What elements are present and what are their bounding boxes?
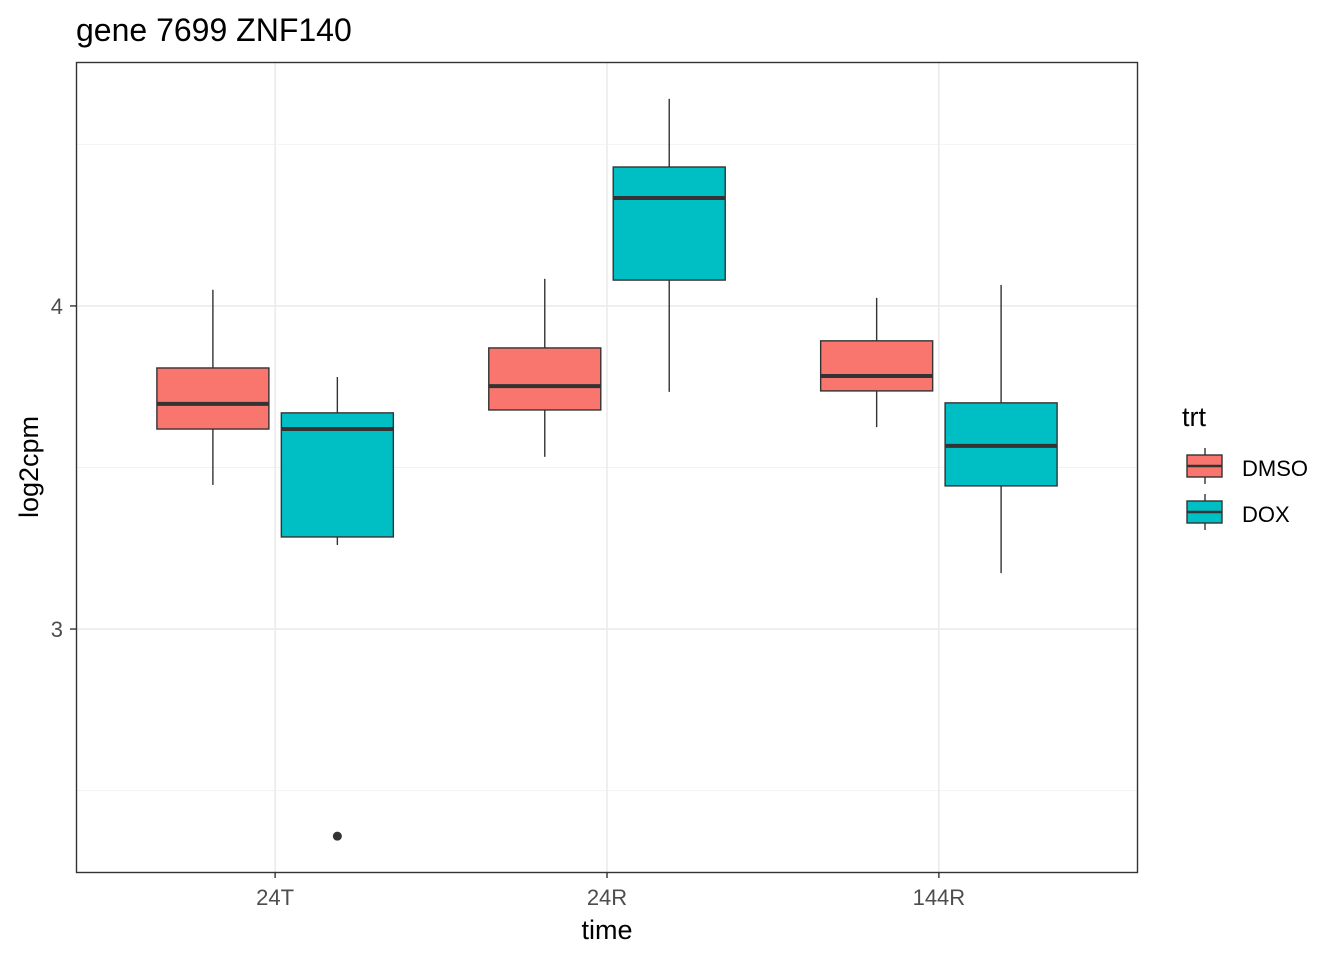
box-dox-144r bbox=[944, 284, 1058, 574]
y-axis-label: log2cpm bbox=[14, 416, 44, 518]
box-dox-24t bbox=[280, 377, 395, 841]
box-dmso-24t bbox=[156, 289, 270, 485]
box-iqr bbox=[280, 412, 395, 538]
y-tick-label: 4 bbox=[51, 294, 63, 319]
legend: trt DMSO DOX bbox=[1182, 402, 1308, 530]
box-dmso-24r bbox=[488, 278, 602, 457]
outlier-point bbox=[332, 831, 342, 841]
x-tick-label: 24T bbox=[256, 885, 294, 910]
boxes bbox=[156, 98, 1058, 841]
legend-label: DOX bbox=[1242, 502, 1290, 527]
axes: 3 4 24T 24R 144R bbox=[51, 294, 965, 910]
x-tick-label: 144R bbox=[913, 885, 966, 910]
grid bbox=[76, 62, 1138, 872]
box-dmso-144r bbox=[819, 297, 934, 428]
box-iqr bbox=[819, 340, 934, 392]
x-tick-label: 24R bbox=[587, 885, 627, 910]
box-dox-24r bbox=[612, 98, 726, 392]
x-axis-label: time bbox=[581, 915, 632, 945]
legend-item-dox: DOX bbox=[1186, 494, 1290, 530]
box-iqr bbox=[156, 367, 270, 430]
legend-label: DMSO bbox=[1242, 456, 1308, 481]
y-tick-label: 3 bbox=[51, 617, 63, 642]
legend-title: trt bbox=[1182, 402, 1206, 432]
box-iqr bbox=[488, 347, 602, 411]
chart-title: gene 7699 ZNF140 bbox=[76, 12, 352, 48]
legend-item-dmso: DMSO bbox=[1186, 448, 1308, 484]
box-iqr bbox=[612, 166, 726, 281]
